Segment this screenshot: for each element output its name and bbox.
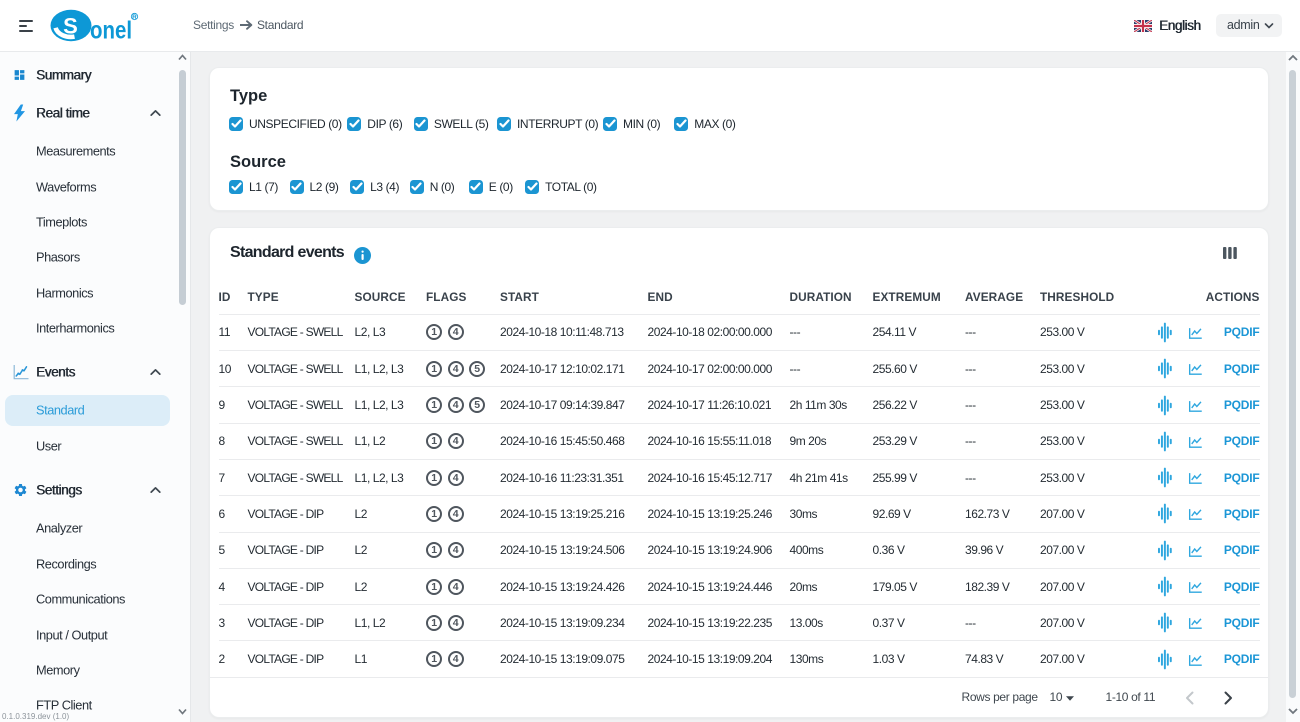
svg-text:R: R bbox=[132, 14, 137, 21]
svg-text:S: S bbox=[63, 14, 78, 39]
svg-text:onel: onel bbox=[90, 17, 132, 45]
